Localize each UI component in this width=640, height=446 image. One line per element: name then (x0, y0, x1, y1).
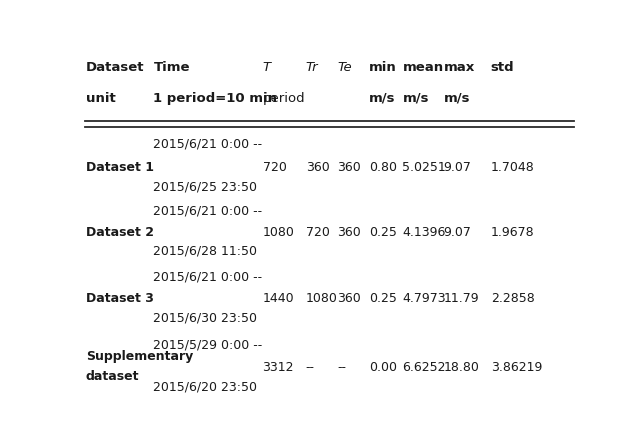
Text: 9.07: 9.07 (444, 226, 472, 239)
Text: Time: Time (154, 61, 190, 74)
Text: mean: mean (403, 61, 444, 74)
Text: m/s: m/s (403, 92, 429, 105)
Text: m/s: m/s (369, 92, 395, 105)
Text: 3312: 3312 (262, 361, 294, 374)
Text: max: max (444, 61, 475, 74)
Text: Supplementary: Supplementary (86, 350, 193, 363)
Text: m/s: m/s (444, 92, 470, 105)
Text: min: min (369, 61, 396, 74)
Text: 2015/6/21 0:00 --: 2015/6/21 0:00 -- (154, 205, 262, 218)
Text: 18.80: 18.80 (444, 361, 479, 374)
Text: 2015/6/28 11:50: 2015/6/28 11:50 (154, 245, 257, 258)
Text: Dataset: Dataset (86, 61, 145, 74)
Text: 11.79: 11.79 (444, 292, 479, 305)
Text: --: -- (306, 361, 315, 374)
Text: Te: Te (337, 61, 351, 74)
Text: Tr: Tr (306, 61, 318, 74)
Text: 0.80: 0.80 (369, 161, 397, 174)
Text: 2015/6/21 0:00 --: 2015/6/21 0:00 -- (154, 138, 262, 151)
Text: 1080: 1080 (306, 292, 337, 305)
Text: 1.7048: 1.7048 (491, 161, 534, 174)
Text: 6.6252: 6.6252 (403, 361, 446, 374)
Text: 1.9678: 1.9678 (491, 226, 534, 239)
Text: unit: unit (86, 92, 116, 105)
Text: 2015/5/29 0:00 --: 2015/5/29 0:00 -- (154, 338, 262, 351)
Text: 2.2858: 2.2858 (491, 292, 534, 305)
Text: 2015/6/25 23:50: 2015/6/25 23:50 (154, 180, 257, 193)
Text: 1080: 1080 (262, 226, 294, 239)
Text: 720: 720 (306, 226, 330, 239)
Text: 0.00: 0.00 (369, 361, 397, 374)
Text: Dataset 1: Dataset 1 (86, 161, 154, 174)
Text: 360: 360 (306, 161, 330, 174)
Text: Dataset 3: Dataset 3 (86, 292, 154, 305)
Text: Dataset 2: Dataset 2 (86, 226, 154, 239)
Text: 360: 360 (337, 161, 361, 174)
Text: 1 period=10 min: 1 period=10 min (154, 92, 277, 105)
Text: std: std (491, 61, 515, 74)
Text: 4.7973: 4.7973 (403, 292, 446, 305)
Text: T: T (262, 61, 271, 74)
Text: 3.86219: 3.86219 (491, 361, 542, 374)
Text: 360: 360 (337, 292, 361, 305)
Text: 5.0251: 5.0251 (403, 161, 446, 174)
Text: 9.07: 9.07 (444, 161, 472, 174)
Text: 1440: 1440 (262, 292, 294, 305)
Text: 2015/6/30 23:50: 2015/6/30 23:50 (154, 311, 257, 324)
Text: 360: 360 (337, 226, 361, 239)
Text: 4.1396: 4.1396 (403, 226, 446, 239)
Text: 0.25: 0.25 (369, 292, 397, 305)
Text: --: -- (337, 361, 346, 374)
Text: 2015/6/20 23:50: 2015/6/20 23:50 (154, 380, 257, 393)
Text: 720: 720 (262, 161, 287, 174)
Text: 2015/6/21 0:00 --: 2015/6/21 0:00 -- (154, 270, 262, 283)
Text: 0.25: 0.25 (369, 226, 397, 239)
Text: period: period (262, 92, 305, 105)
Text: dataset: dataset (86, 371, 140, 384)
